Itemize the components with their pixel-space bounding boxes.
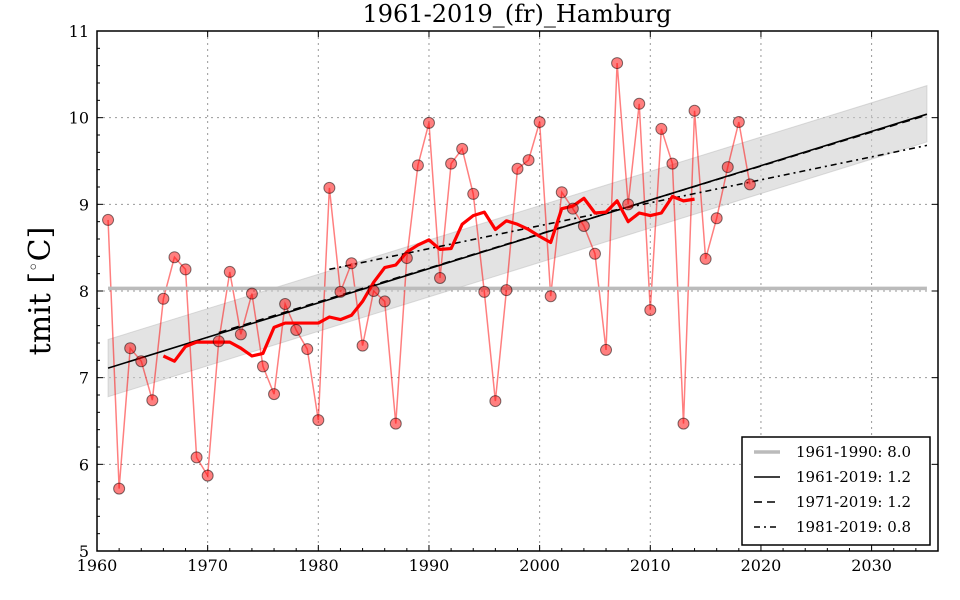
data-point — [655, 122, 668, 135]
data-point — [533, 116, 546, 128]
data-point — [323, 181, 336, 194]
data-point — [345, 257, 358, 270]
legend-label: 1971-2019: 1.2 — [796, 493, 911, 511]
data-point — [179, 263, 192, 276]
data-point — [688, 104, 701, 117]
data-point — [389, 417, 402, 430]
data-point — [622, 198, 635, 211]
x-tick-label: 2010 — [630, 556, 671, 575]
y-tick-label: 8 — [79, 282, 89, 301]
y-tick-label: 5 — [79, 542, 89, 561]
svg-text:tmit [◦C]: tmit [◦C] — [23, 227, 58, 356]
y-axis-label-unit: C] — [23, 227, 58, 262]
data-point — [212, 335, 225, 348]
y-axis-label-degree: ◦ — [24, 261, 45, 272]
data-point — [600, 343, 613, 356]
data-point — [290, 324, 303, 336]
data-point — [268, 388, 281, 401]
y-tick-label: 7 — [79, 369, 89, 388]
data-point — [511, 162, 524, 175]
x-tick-label: 1960 — [77, 556, 118, 575]
y-axis-label-main: tmit [ — [23, 272, 58, 355]
data-point — [489, 395, 502, 408]
data-point — [611, 57, 624, 70]
data-point — [334, 285, 347, 298]
data-point — [467, 187, 480, 200]
data-point — [555, 186, 568, 199]
data-point — [588, 247, 601, 260]
legend-label: 1961-1990: 8.0 — [796, 443, 911, 461]
data-point — [312, 414, 325, 427]
data-point — [544, 290, 557, 303]
y-axis-label: tmit [◦C] — [23, 227, 58, 356]
data-point — [566, 202, 579, 215]
y-tick-label: 11 — [69, 22, 89, 41]
data-point — [256, 360, 269, 373]
data-point — [378, 295, 391, 308]
data-point — [633, 97, 646, 110]
legend-box — [741, 436, 931, 546]
data-point — [699, 252, 712, 265]
x-tick-label: 2020 — [741, 556, 782, 575]
data-point — [422, 116, 435, 129]
data-point — [168, 251, 181, 264]
data-point — [721, 161, 734, 174]
chart-title: 1961-2019_(fr)_Hamburg — [363, 0, 672, 28]
data-point — [113, 482, 126, 495]
data-point — [666, 157, 679, 170]
trend-line-dashed — [218, 114, 928, 334]
data-point — [301, 343, 314, 356]
data-point — [500, 284, 513, 297]
data-point — [146, 394, 159, 407]
data-point — [234, 328, 247, 341]
data-point — [411, 159, 424, 172]
data-point — [367, 285, 380, 297]
data-point — [445, 157, 458, 170]
x-tick-label: 2000 — [519, 556, 560, 575]
x-tick-label: 2030 — [851, 556, 892, 575]
running-mean-line — [162, 194, 695, 363]
data-point — [677, 417, 690, 430]
data-point — [124, 342, 137, 355]
legend-label: 1981-2019: 0.8 — [796, 518, 911, 536]
data-point — [102, 213, 115, 226]
data-point — [644, 304, 657, 317]
y-tick-label: 10 — [69, 109, 89, 128]
data-point — [732, 116, 745, 128]
data-point — [356, 339, 369, 352]
x-tick-label: 1990 — [409, 556, 450, 575]
data-point — [245, 287, 258, 300]
y-tick-label: 9 — [79, 195, 89, 214]
x-tick-label: 1970 — [187, 556, 228, 575]
y-tick-label: 6 — [79, 455, 89, 474]
legend-label: 1961-2019: 1.2 — [796, 468, 911, 486]
data-point — [201, 469, 214, 482]
data-point — [577, 220, 590, 232]
data-point — [190, 451, 203, 464]
data-point — [456, 142, 469, 155]
plot-area: 1960 1970 1980 1990 2000 2010 2020 2030 5 6 7 8 9 10 1… — [69, 22, 939, 575]
data-point — [223, 265, 236, 278]
data-point — [157, 292, 170, 305]
legend: 1961-1990: 8.0 1961-2019: 1.2 1971-2019: 1… — [741, 436, 931, 546]
data-point — [710, 212, 723, 225]
data-point — [522, 154, 535, 167]
data-point — [135, 355, 148, 368]
data-point — [279, 298, 292, 310]
data-point — [478, 285, 491, 298]
x-tick-label: 1980 — [298, 556, 339, 575]
data-point — [743, 178, 756, 191]
data-point — [400, 252, 413, 265]
data-point — [434, 272, 447, 284]
